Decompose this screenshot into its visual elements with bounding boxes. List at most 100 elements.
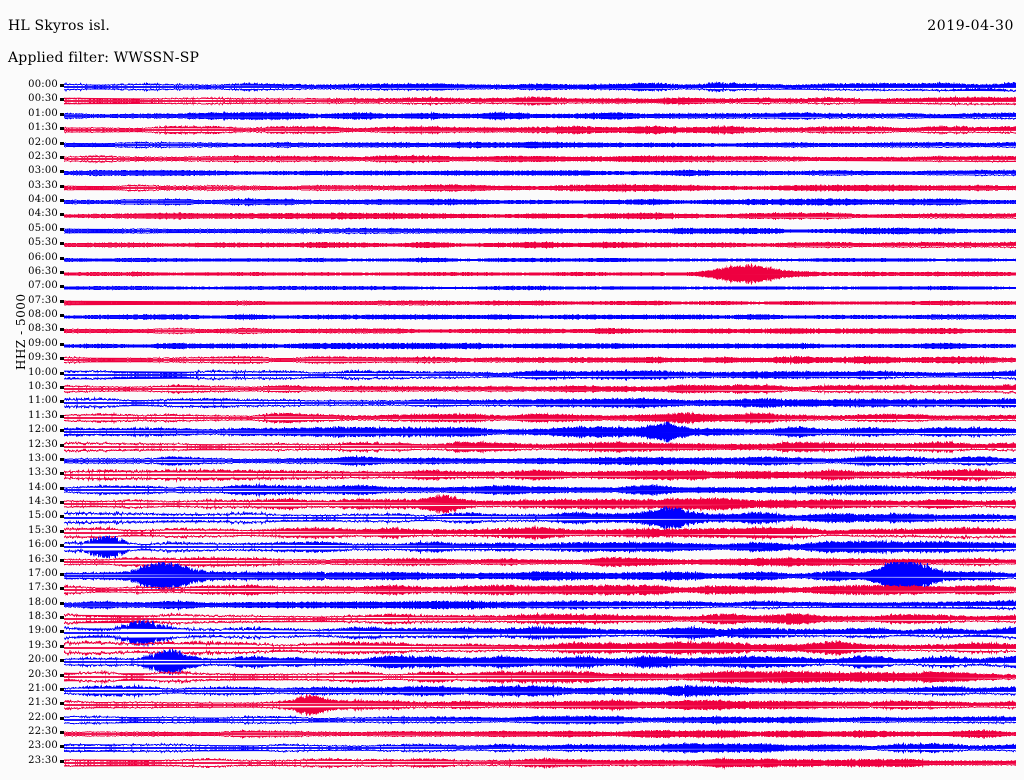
trace-time-label: 01:00 [28,107,58,119]
trace-time-label: 14:30 [28,496,58,508]
seismic-trace [64,169,1016,178]
trace-time-label: 00:00 [28,79,58,90]
trace-time-label: 15:30 [28,524,58,536]
seismic-trace [64,439,1016,454]
trace-row: 21:30 [0,691,1024,719]
trace-axis-tick [60,702,64,706]
seismic-trace [64,124,1016,136]
trace-time-label: 10:30 [28,380,58,392]
trace-time-label: 07:30 [28,294,58,306]
trace-time-label: 10:00 [28,366,58,378]
trace-row: 04:30 [0,202,1024,230]
seismic-trace [64,81,1016,93]
seismic-trace [64,383,1016,395]
trace-time-label: 12:00 [28,424,58,436]
trace-row: 20:30 [0,663,1024,691]
trace-row: 09:00 [0,332,1024,360]
trace-row: 14:30 [0,490,1024,518]
trace-row: 15:00 [0,504,1024,532]
trace-row: 01:00 [0,102,1024,130]
seismic-trace [64,611,1016,627]
trace-time-label: 20:30 [28,668,58,680]
trace-time-label: 21:00 [28,682,58,694]
trace-axis-tick [60,357,64,361]
trace-axis-tick [60,443,64,447]
seismic-trace [64,263,1016,285]
trace-row: 20:00 [0,648,1024,677]
trace-row: 22:30 [0,720,1024,748]
seismic-trace [64,154,1016,164]
seismic-trace [64,639,1016,657]
trace-time-label: 20:00 [28,654,58,666]
trace-axis-tick [60,342,64,346]
trace-axis-tick [60,84,64,87]
seismic-trace [64,182,1016,193]
trace-axis-tick [60,227,64,231]
trace-axis-tick [60,299,64,303]
trace-axis-tick [60,616,64,620]
seismic-trace [64,355,1016,366]
seismic-trace [64,467,1016,484]
trace-row: 14:00 [0,476,1024,504]
trace-axis-tick [60,98,64,102]
seismic-trace [64,285,1016,291]
trace-time-label: 16:00 [28,539,58,551]
trace-axis-tick [60,515,64,519]
trace-axis-tick [60,414,64,418]
trace-row: 10:00 [0,361,1024,389]
trace-row: 02:30 [0,145,1024,173]
seismic-trace [64,728,1016,740]
trace-time-label: 06:30 [28,265,58,277]
trace-axis-tick [60,673,64,677]
trace-axis-tick [60,429,64,433]
trace-row: 08:00 [0,303,1024,331]
station-title: HL Skyros isl. [8,18,111,34]
seismic-trace [64,583,1016,597]
seismic-trace [64,368,1016,381]
trace-axis-tick [60,486,64,490]
trace-row: 04:00 [0,188,1024,216]
trace-row: 11:00 [0,389,1024,417]
trace-row: 21:00 [0,677,1024,705]
trace-time-label: 01:30 [28,122,58,134]
helicorder-plot: 00:00 00:30 01:00 01:30 02:00 02:30 03:00 03:30… [0,80,1024,776]
trace-row: 16:00 [0,533,1024,561]
trace-axis-tick [60,184,64,188]
trace-axis-tick [60,558,64,562]
seismic-trace [64,327,1016,336]
trace-axis-tick [60,544,64,548]
seismic-trace [64,493,1016,515]
trace-time-label: 22:30 [28,726,58,738]
trace-row: 03:00 [0,159,1024,187]
seismic-trace [64,561,1016,590]
trace-row: 17:30 [0,576,1024,604]
seismic-trace [64,241,1016,250]
trace-time-label: 09:30 [28,352,58,364]
trace-row: 22:00 [0,706,1024,734]
trace-row: 18:30 [0,605,1024,633]
trace-time-label: 19:00 [28,625,58,637]
seismic-trace [64,598,1016,611]
seismic-trace [64,299,1016,306]
trace-axis-tick [60,630,64,634]
trace-row: 13:30 [0,461,1024,489]
trace-row: 02:00 [0,131,1024,159]
trace-row: 19:00 [0,619,1024,647]
seismic-trace [64,454,1016,468]
seismic-trace [64,482,1016,497]
seismic-trace [64,211,1016,221]
trace-axis-tick [60,112,64,116]
seismic-trace [64,140,1016,149]
trace-row: 15:30 [0,519,1024,547]
applied-filter-label: Applied filter: WWSSN-SP [8,50,200,66]
trace-time-label: 05:00 [28,222,58,234]
trace-time-label: 11:30 [28,409,58,421]
seismic-trace [64,648,1016,677]
seismic-trace [64,741,1016,756]
seismic-trace [64,411,1016,425]
trace-axis-tick [60,572,64,576]
trace-row: 23:30 [0,749,1024,777]
trace-row: 18:00 [0,591,1024,619]
seismic-trace [64,683,1016,699]
trace-time-label: 21:30 [28,697,58,709]
